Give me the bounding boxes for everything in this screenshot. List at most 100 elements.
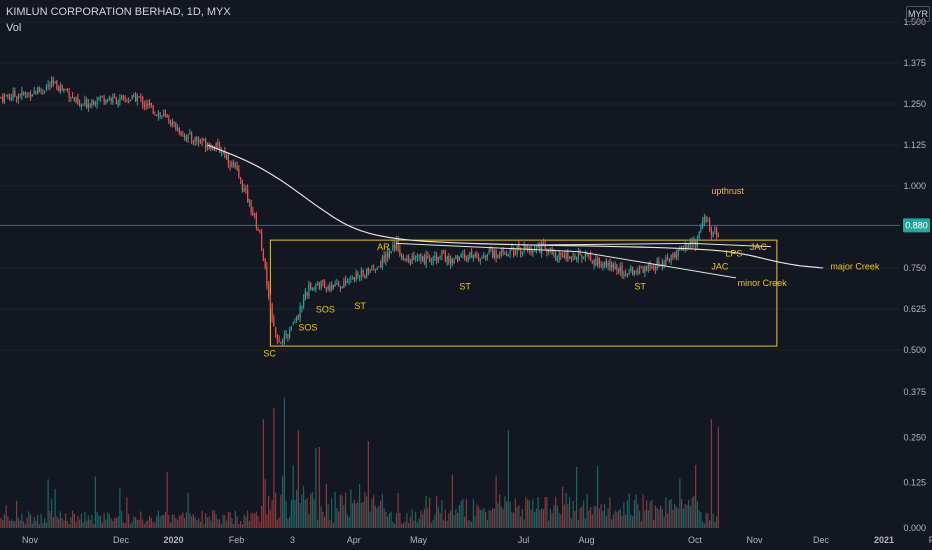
- volume-bar: [504, 496, 506, 528]
- candle-body: [560, 253, 562, 256]
- volume-bar: [233, 524, 235, 528]
- candle-body: [191, 133, 193, 140]
- volume-bar: [9, 520, 11, 528]
- chart-header: KIMLUN CORPORATION BERHAD, 1D, MYX Vol: [6, 4, 231, 36]
- candle-body: [714, 228, 716, 231]
- volume-bars: [0, 397, 719, 528]
- volume-bar: [145, 521, 147, 528]
- volume-bar: [98, 515, 100, 528]
- candle-body: [651, 267, 653, 269]
- candle-body: [87, 103, 89, 108]
- candle-body: [451, 259, 453, 263]
- volume-bar: [653, 520, 655, 528]
- candle-body: [304, 291, 306, 300]
- volume-bar: [136, 519, 138, 528]
- candle-body: [180, 132, 182, 135]
- candle-body: [691, 238, 693, 246]
- candle-body: [681, 249, 683, 251]
- volume-bar: [401, 523, 403, 528]
- volume-bar: [425, 495, 427, 528]
- candle-body: [12, 91, 14, 99]
- candle-body: [250, 200, 252, 212]
- candle-body: [530, 248, 532, 254]
- volume-bar: [47, 479, 49, 528]
- candle-body: [80, 105, 82, 107]
- time-tick-label: 2021: [874, 535, 894, 545]
- volume-bar: [397, 492, 399, 528]
- candle-body: [551, 248, 553, 254]
- candle-body: [341, 286, 343, 289]
- volume-bar: [506, 501, 508, 528]
- candle-body: [140, 96, 142, 98]
- volume-bar: [297, 430, 299, 528]
- candle-body: [364, 275, 366, 278]
- volume-bar: [409, 516, 411, 528]
- chart-grid: [0, 21, 900, 351]
- volume-bar: [59, 511, 61, 528]
- candle-body: [68, 91, 70, 98]
- volume-bar: [495, 475, 497, 528]
- price-tick-label: 1.000: [903, 181, 926, 191]
- candle-body: [177, 128, 179, 130]
- volume-bar: [520, 516, 522, 528]
- volume-bar: [702, 521, 704, 528]
- volume-bar: [269, 509, 271, 528]
- volume-bar: [192, 514, 194, 528]
- candle-body: [362, 270, 364, 275]
- candle-body: [670, 255, 672, 262]
- candle-body: [119, 97, 121, 103]
- candle-body: [590, 255, 592, 261]
- candle-body: [159, 112, 161, 115]
- volume-bar: [250, 513, 252, 528]
- candle-body: [56, 80, 58, 90]
- volume-bar: [681, 499, 683, 528]
- candle-body: [672, 253, 674, 258]
- candle-body: [612, 263, 614, 268]
- candle-body: [168, 118, 170, 123]
- time-tick-label: 2020: [163, 535, 183, 545]
- volume-bar: [346, 514, 348, 528]
- symbol-title[interactable]: KIMLUN CORPORATION BERHAD, 1D, MYX: [6, 6, 231, 18]
- volume-bar: [628, 493, 630, 528]
- volume-bar: [294, 499, 296, 528]
- candle-body: [408, 256, 410, 261]
- volume-bar: [70, 517, 72, 528]
- volume-bar: [310, 493, 312, 528]
- candle-body: [406, 257, 408, 261]
- candle-body: [604, 261, 606, 267]
- volume-label[interactable]: Vol: [6, 22, 22, 34]
- volume-bar: [117, 516, 119, 528]
- candle-body: [521, 251, 523, 255]
- volume-bar: [600, 504, 602, 528]
- candle-body: [548, 250, 550, 252]
- volume-bar: [49, 511, 51, 528]
- volume-bar: [402, 523, 404, 528]
- currency-badge[interactable]: MYR: [906, 6, 930, 22]
- candle-body: [388, 251, 390, 257]
- volume-bar: [282, 476, 284, 528]
- candle-body: [299, 306, 301, 319]
- candle-body: [261, 232, 263, 251]
- price-tick-label: 0.625: [903, 304, 926, 314]
- candle-body: [374, 269, 376, 271]
- candle-body: [525, 245, 527, 249]
- candle-body: [600, 263, 602, 266]
- volume-bar: [21, 513, 23, 528]
- candle-body: [644, 266, 646, 273]
- volume-bar: [56, 516, 58, 528]
- volume-bar: [143, 524, 145, 528]
- volume-bar: [460, 500, 462, 528]
- candle-body: [236, 165, 238, 170]
- volume-bar: [546, 496, 548, 528]
- candle-body: [663, 263, 665, 266]
- candle-body: [702, 221, 704, 228]
- candle-body: [395, 239, 397, 250]
- volume-bar: [674, 503, 676, 528]
- candle-body: [577, 252, 579, 259]
- volume-bar: [311, 491, 313, 528]
- candle-body: [555, 254, 557, 260]
- candle-body: [173, 121, 175, 124]
- volume-bar: [133, 516, 135, 528]
- candle-body: [203, 138, 205, 142]
